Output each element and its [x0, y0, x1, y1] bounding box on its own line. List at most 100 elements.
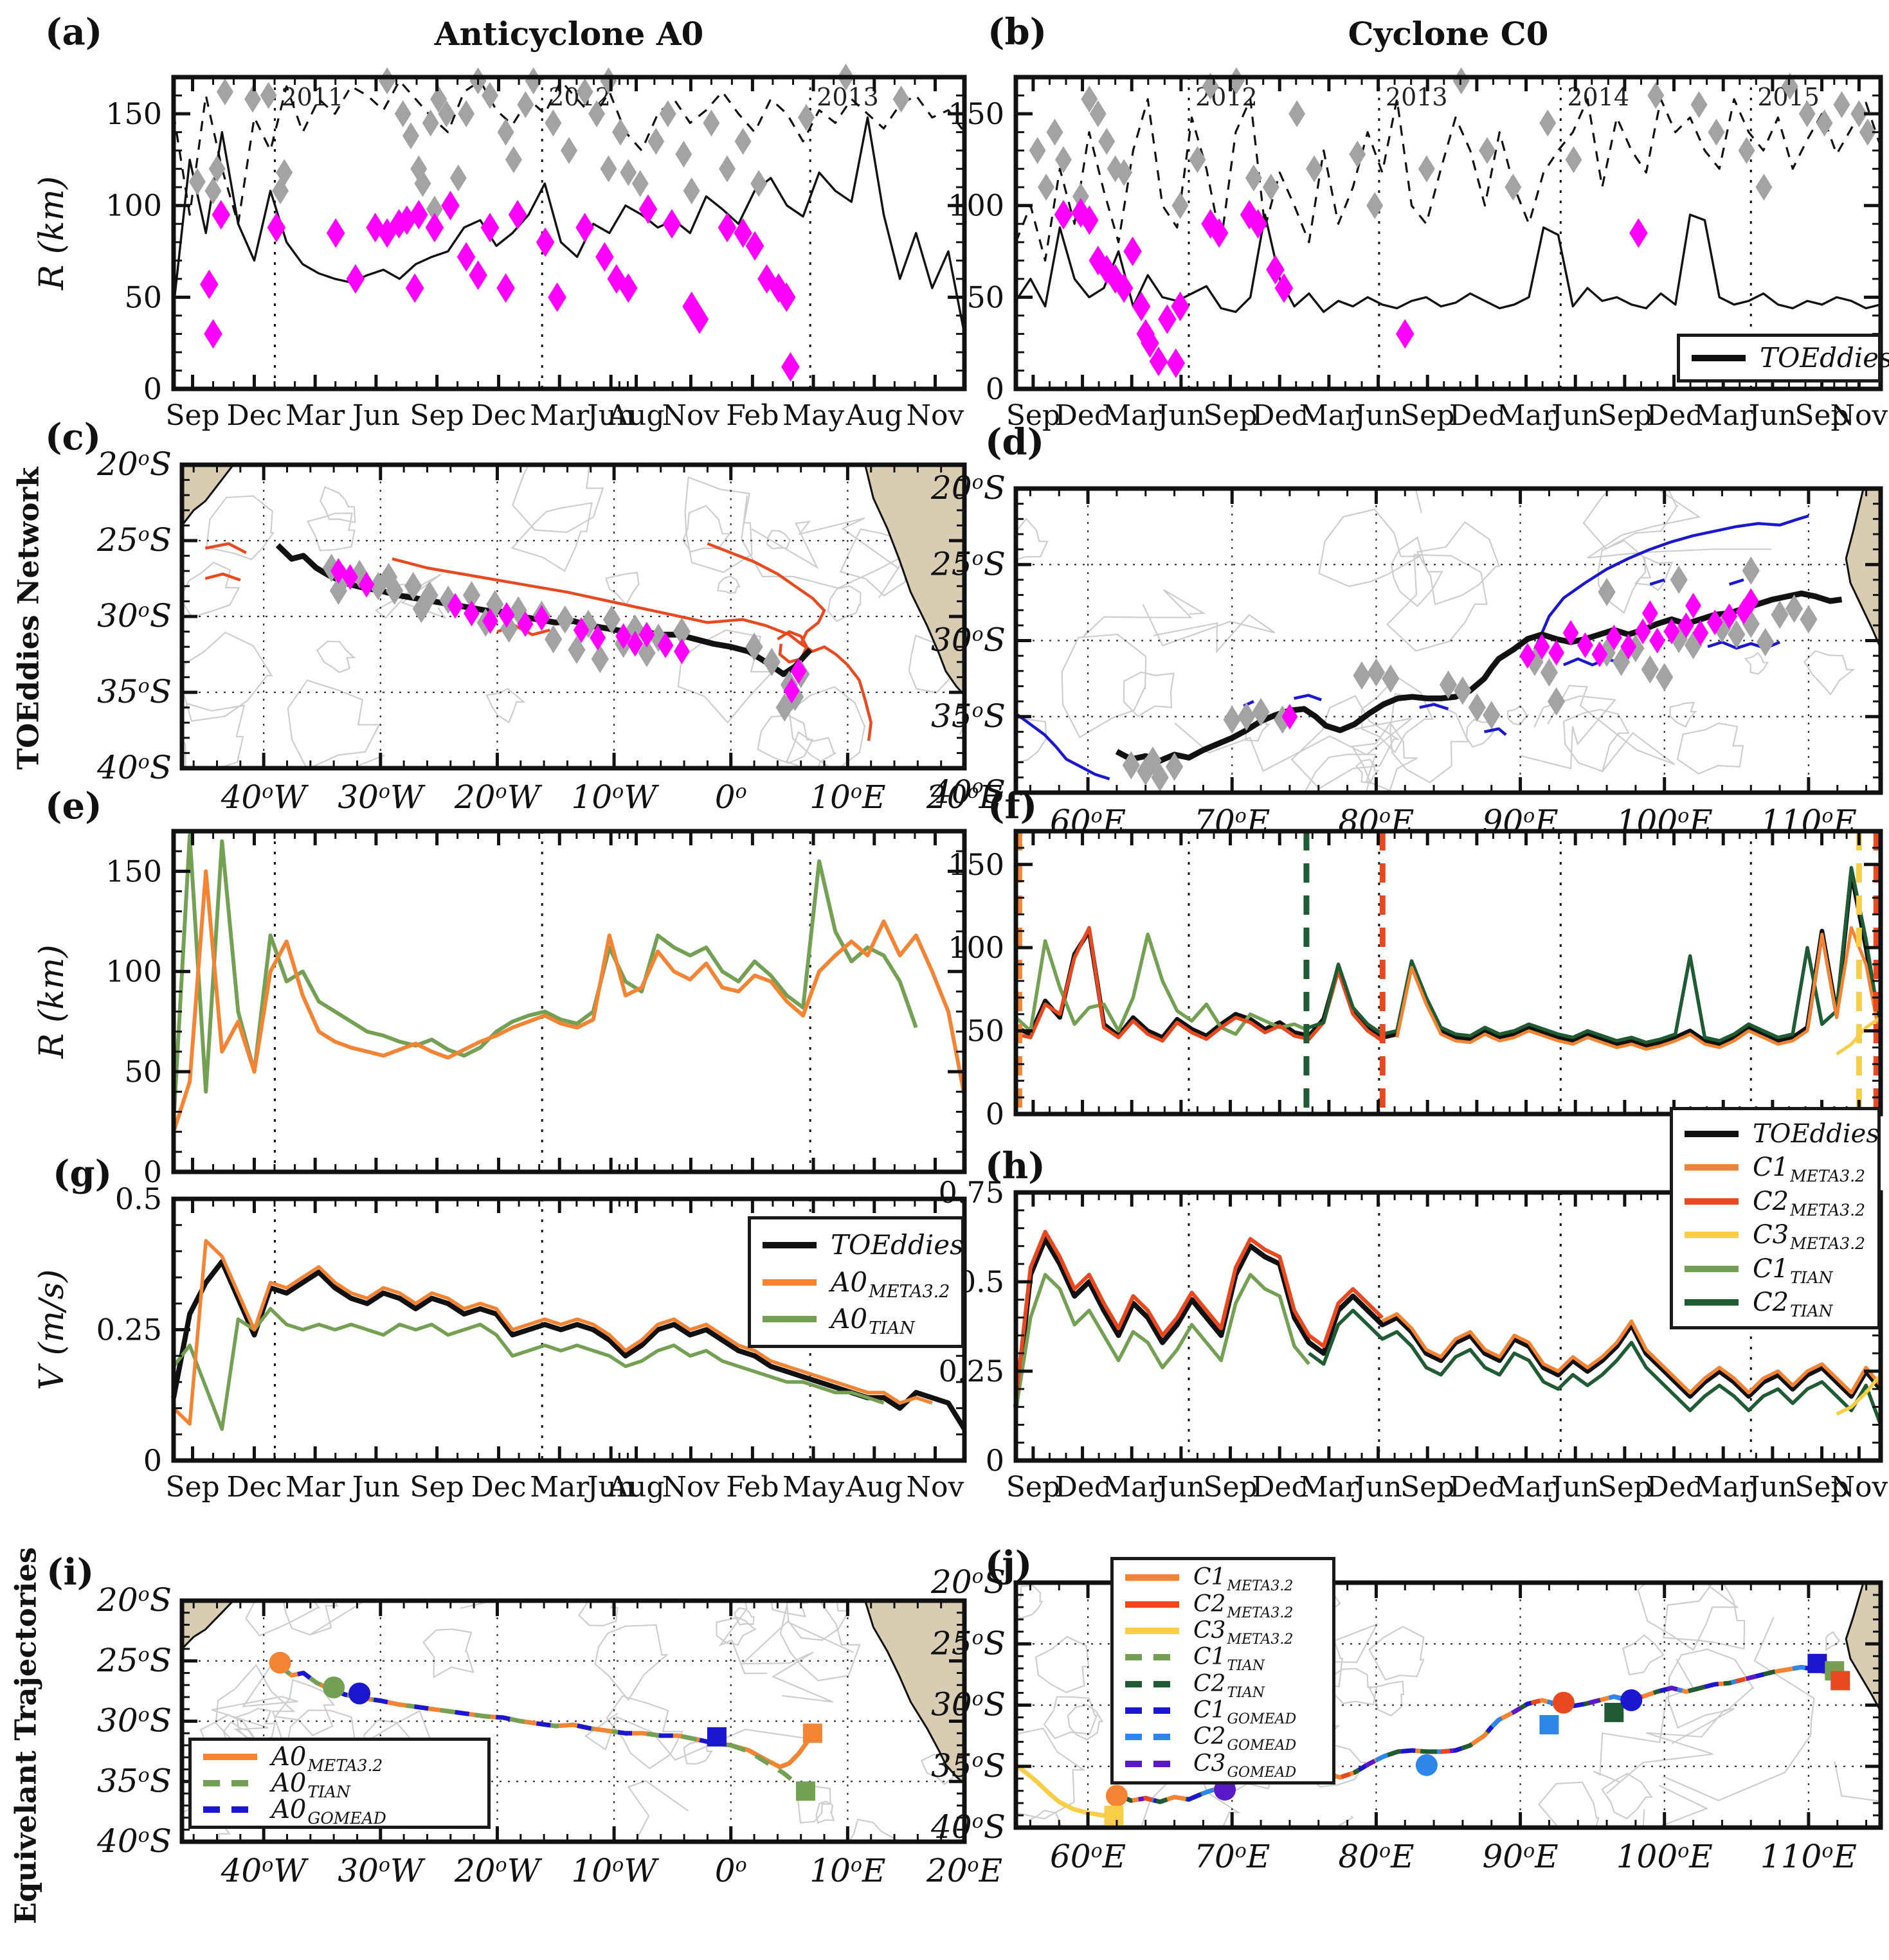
panel-letter-g: (g) — [53, 1153, 113, 1195]
diamond-marker — [649, 624, 667, 652]
land-mass — [864, 465, 964, 697]
diamond-marker — [1395, 319, 1414, 349]
diamond-marker — [1089, 246, 1108, 276]
axes-border — [1013, 75, 1883, 391]
lat-tick-label: 30oS — [931, 1686, 1006, 1723]
panel-letter-i: (i) — [46, 1551, 95, 1594]
legend-item: A0META3.2 — [202, 1744, 477, 1775]
x-tick-label: Mar — [1694, 399, 1753, 432]
track-secondary-track-blue-3 — [1562, 657, 1622, 667]
diamond-marker — [781, 352, 800, 382]
diamond-marker — [1649, 627, 1665, 654]
legend-c0-series: TOEddies C1META3.2 C2META3.2 C3META3.2 C1TIA… — [1670, 1107, 1881, 1329]
diamond-marker — [615, 623, 632, 649]
panel-letter-a: (a) — [45, 11, 103, 53]
diamond-marker — [647, 127, 665, 155]
series-C1-META3.2 — [1381, 1312, 1883, 1395]
diamond-marker — [1598, 577, 1616, 606]
lat-tick-label: 20oS — [930, 1563, 1006, 1601]
x-tick-label: Mar — [1496, 1471, 1556, 1504]
legend-item: TOEddies — [1683, 1121, 1879, 1147]
track-secondary-track-blue-2 — [1533, 514, 1809, 651]
diamond-marker — [517, 91, 534, 118]
legend-swatch-line — [1125, 1760, 1179, 1767]
diamond-marker — [1151, 763, 1169, 792]
series-C1-TIAN — [1014, 1273, 1311, 1411]
lon-tick-label: 20oE — [926, 1852, 1002, 1889]
legend-swatch-line — [1125, 1734, 1179, 1741]
track-secondary-track-blue-6 — [1419, 703, 1449, 711]
marker-circle-blue — [1620, 1689, 1643, 1711]
diamond-marker — [690, 304, 709, 334]
diamond-marker — [683, 177, 700, 204]
x-tick-label: Sep — [1006, 399, 1060, 432]
diamond-marker — [1591, 641, 1608, 667]
diamond-marker — [1080, 205, 1099, 235]
map-canvas: 40oW 30oW 20oW 10oW 0o 10oE 20oE 20oS 25oS 30oS 35… — [96, 1581, 1002, 1889]
diamond-marker — [481, 82, 499, 109]
diamond-marker — [734, 127, 752, 155]
x-tick-label: Sep — [1794, 399, 1848, 432]
diamond-marker — [1165, 752, 1184, 781]
lon-tick-label: 100oE — [1616, 803, 1713, 840]
diamond-marker — [1249, 209, 1267, 239]
x-tick-label: Mar — [1496, 399, 1556, 432]
x-tick-label: Dec — [1055, 1471, 1110, 1504]
diamond-marker — [414, 170, 431, 197]
diamond-marker — [422, 109, 439, 137]
diamond-marker — [627, 631, 644, 657]
diamond-marker — [1144, 746, 1162, 775]
diamond-marker — [1306, 155, 1323, 183]
marker-square-red — [1830, 1671, 1850, 1691]
marker-square-dkgreen — [1604, 1702, 1624, 1722]
x-tick-label: Mar — [1694, 1471, 1753, 1504]
diamond-marker — [410, 199, 428, 229]
diamond-marker — [426, 195, 443, 223]
panel-letter-e: (e) — [45, 785, 102, 827]
diamond-marker — [1850, 100, 1868, 128]
diamond-marker — [1366, 192, 1384, 219]
series-C1-META3.2 — [1395, 926, 1883, 1051]
x-tick-label: Jun — [350, 1471, 400, 1504]
diamond-marker — [783, 678, 800, 704]
diamond-marker — [600, 67, 617, 94]
diamond-marker — [1439, 670, 1458, 699]
legend-item-label: C1TIAN — [1753, 1254, 1833, 1287]
legend-swatch-line — [1692, 355, 1746, 361]
y-tick-label: 0 — [143, 1155, 162, 1189]
lon-tick-label: 80oE — [1338, 1838, 1414, 1875]
legend-item-label: C2META3.2 — [1193, 1590, 1294, 1621]
diamond-marker — [763, 647, 781, 676]
legend-item-label: A0GOMEAD — [271, 1795, 386, 1828]
diamond-marker — [402, 122, 420, 150]
diamond-marker — [1735, 598, 1752, 625]
diamond-marker — [200, 269, 219, 300]
land-mass — [864, 1601, 964, 1785]
lon-tick-label: 40oW — [221, 778, 309, 816]
lat-tick-label: 35oS — [931, 697, 1006, 735]
year-label: 2014 — [1567, 83, 1629, 111]
diamond-marker — [244, 85, 262, 113]
panel-b-radius-timeseries: 2012201320142015SepDecMarJunSepDecMarJun… — [948, 67, 1888, 432]
x-tick-label: Jun — [1351, 399, 1402, 432]
x-tick-label: Mar — [285, 1471, 345, 1504]
track-secondary-track-blue-5 — [1294, 694, 1322, 701]
diamond-marker — [675, 140, 692, 168]
legend-item: TOEddies — [761, 1232, 964, 1259]
diamond-marker — [1106, 264, 1125, 294]
diamond-marker — [703, 109, 720, 137]
diamond-marker — [482, 608, 498, 634]
marker-circle-orange — [1105, 1785, 1128, 1807]
lon-tick-label: 10oE — [809, 1852, 885, 1889]
diamond-marker — [1029, 137, 1046, 165]
legend-item: A0GOMEAD — [202, 1795, 477, 1828]
diamond-marker — [1089, 100, 1107, 128]
map-scatter-splitting-eddies-magenta — [330, 558, 807, 704]
y-tick-label: 150 — [948, 96, 1004, 131]
x-tick-label: Dec — [1252, 399, 1307, 432]
marker-circle-red — [1552, 1691, 1575, 1714]
diamond-marker — [576, 78, 593, 105]
x-tick-label: Jun — [1549, 1471, 1599, 1504]
y-tick-label: 0 — [986, 372, 1004, 406]
